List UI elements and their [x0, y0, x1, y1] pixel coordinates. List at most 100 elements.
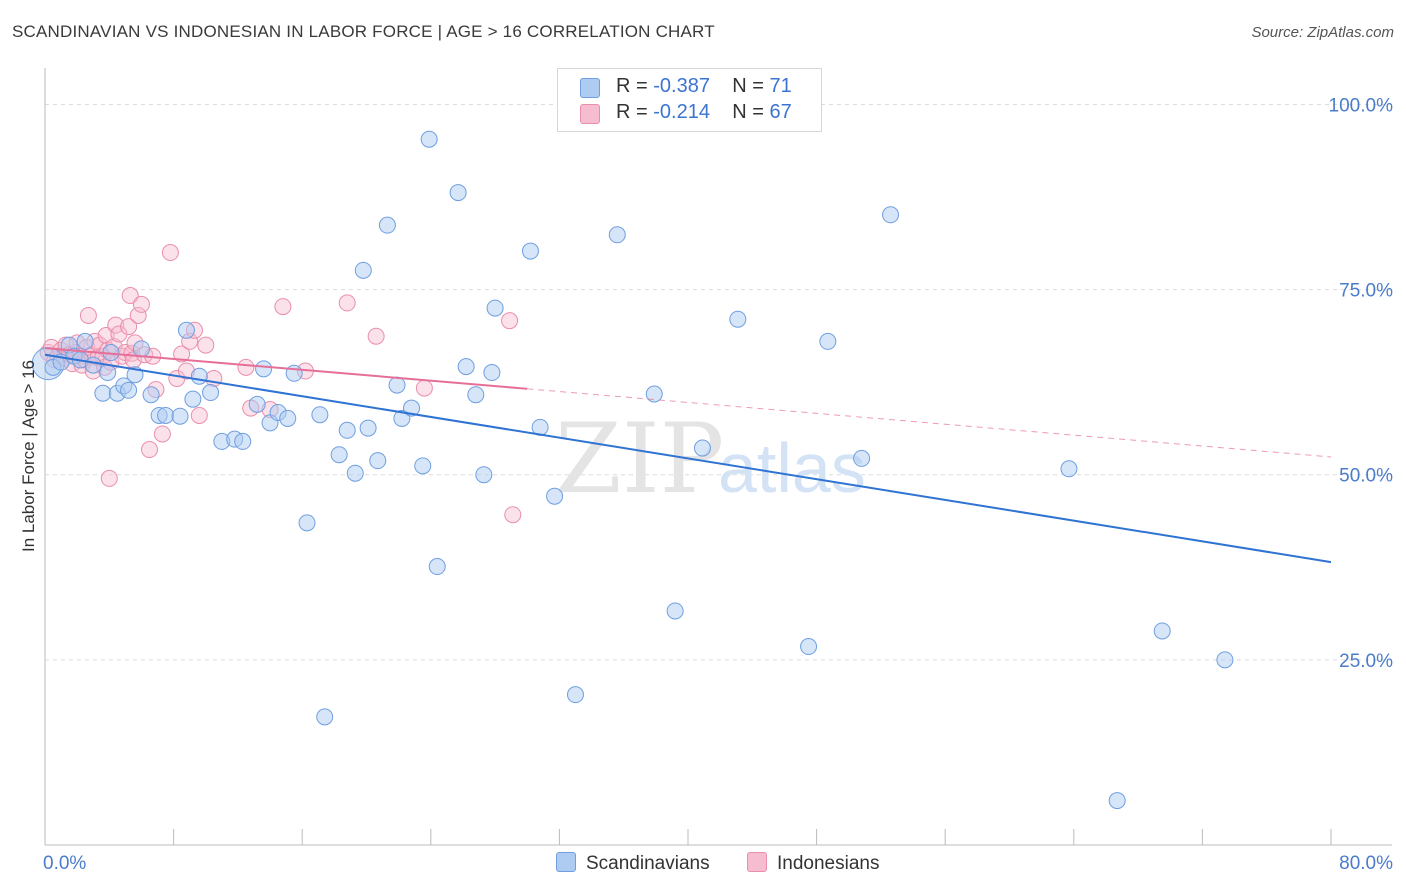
scandinavian-point — [171, 407, 189, 425]
y-axis-title: In Labor Force | Age > 16 — [19, 360, 38, 552]
indonesian-point — [338, 294, 356, 312]
scandinavian-point — [393, 409, 411, 427]
scandinavian-point — [486, 299, 504, 317]
scandinavian-point — [420, 130, 438, 148]
scandinavian-point — [853, 449, 871, 467]
r-label: R = — [616, 75, 648, 97]
indonesian-point — [120, 318, 138, 336]
scandinavian-point — [316, 708, 334, 726]
n-label: N = — [732, 101, 764, 123]
scandinavian-point — [359, 419, 377, 437]
scandinavian-point — [388, 376, 406, 394]
indonesian-point — [121, 287, 139, 305]
scandinavian-point — [132, 340, 150, 358]
blue-swatch — [580, 78, 600, 98]
n-label: N = — [732, 75, 764, 97]
watermark-zip: ZIP — [555, 403, 724, 515]
blue-swatch — [556, 852, 576, 872]
scandinavian-point — [1216, 651, 1234, 669]
indonesian-point — [79, 306, 97, 324]
indonesians-trendline — [44, 347, 528, 390]
scandinavian-point — [311, 406, 329, 424]
scandinavian-point — [142, 386, 160, 404]
indonesian-point — [274, 298, 292, 316]
scandinavian-point — [190, 367, 208, 385]
indonesian-point — [153, 425, 171, 443]
y-tick-label: 25.0% — [1339, 651, 1393, 672]
r-value: -0.387 — [653, 75, 710, 97]
n-value: 67 — [769, 101, 792, 123]
scandinavian-point — [1108, 792, 1126, 810]
indonesian-point — [140, 441, 158, 459]
scandinavian-point — [693, 439, 711, 457]
r-label: R = — [616, 101, 648, 123]
scandinavian-point — [255, 360, 273, 378]
scandinavian-point — [177, 321, 195, 339]
scandinavian-point — [99, 364, 117, 382]
scandinavian-point — [202, 384, 220, 402]
indonesian-point — [504, 506, 522, 524]
pink-swatch — [747, 852, 767, 872]
scandinavian-point — [882, 206, 900, 224]
scandinavian-point — [1060, 460, 1078, 478]
x-tick-label: 80.0% — [1339, 853, 1393, 874]
scandinavian-point — [521, 242, 539, 260]
scandinavian-point — [428, 558, 446, 576]
indonesian-point — [161, 244, 179, 262]
scandinavian-point — [76, 332, 94, 350]
indonesian-point — [132, 295, 150, 313]
x-tick-label: 0.0% — [43, 853, 86, 874]
scandinavian-point — [800, 638, 818, 656]
scandinavian-point — [94, 384, 112, 402]
scandinavian-point — [354, 261, 372, 279]
indonesian-point — [107, 316, 125, 334]
scandinavian-point — [346, 464, 364, 482]
legend-label: Indonesians — [777, 853, 880, 874]
watermark-atlas: atlas — [718, 429, 866, 507]
indonesians-points — [39, 244, 522, 524]
legend-item-indonesians: Indonesians — [747, 852, 879, 875]
indonesian-point — [100, 469, 118, 487]
scandinavian-point — [1153, 622, 1171, 640]
scandinavian-point — [279, 409, 297, 427]
indonesian-point — [237, 358, 255, 376]
indonesian-point — [190, 406, 208, 424]
scandinavian-point — [298, 514, 316, 532]
scandinavian-point — [330, 446, 348, 464]
indonesians-trendline-extension — [527, 388, 1332, 458]
scandinavians-trendline — [44, 353, 1332, 564]
n-value: 71 — [769, 75, 792, 97]
indonesian-point — [129, 306, 147, 324]
stats-legend: R = -0.387 N = 71 R = -0.214 N = 67 — [557, 68, 822, 132]
scandinavian-point — [645, 385, 663, 403]
scandinavian-point — [467, 386, 485, 404]
scandinavians-points — [31, 130, 1234, 810]
scandinavian-point — [157, 406, 175, 424]
legend-item-scandinavians: Scandinavians — [556, 852, 710, 875]
grid-lines — [45, 103, 1392, 661]
scandinavian-point — [449, 184, 467, 202]
indonesian-point — [501, 312, 519, 330]
scandinavian-point — [566, 686, 584, 704]
scandinavian-point — [819, 332, 837, 350]
scandinavian-point — [546, 487, 564, 505]
scandinavian-point — [84, 356, 102, 374]
scandinavian-point — [234, 432, 252, 450]
indonesian-point — [367, 327, 385, 345]
scandinavian-point — [608, 226, 626, 244]
trend-lines — [44, 347, 1332, 564]
indonesian-point — [197, 336, 215, 354]
indonesian-point — [173, 345, 191, 363]
legend-label: Scandinavians — [586, 853, 710, 874]
scandinavian-point — [729, 310, 747, 328]
scandinavian-point — [120, 381, 138, 399]
tick-labels: 25.0% 50.0% 75.0% 100.0% 0.0% 80.0% — [43, 95, 1393, 874]
scandinavian-point — [414, 457, 432, 475]
r-value: -0.214 — [653, 101, 710, 123]
chart-title: SCANDINAVIAN VS INDONESIAN IN LABOR FORC… — [12, 22, 715, 41]
pink-swatch — [580, 104, 600, 124]
indonesian-point — [205, 369, 223, 387]
source-credit: Source: ZipAtlas.com — [1251, 24, 1394, 41]
y-tick-label: 50.0% — [1339, 466, 1393, 487]
scandinavian-point — [369, 452, 387, 470]
